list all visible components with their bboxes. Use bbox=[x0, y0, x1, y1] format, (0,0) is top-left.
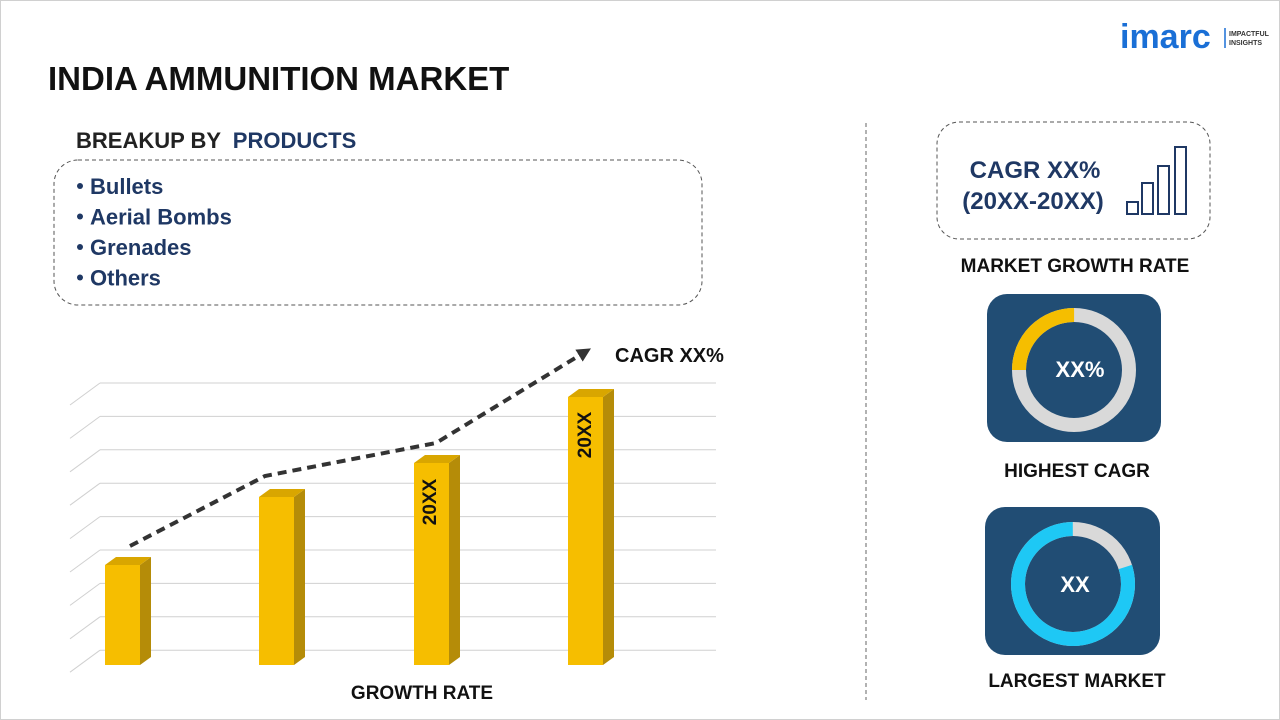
logo: imarc IMPACTFUL INSIGHTS bbox=[1120, 18, 1270, 56]
breakup-box bbox=[53, 159, 703, 306]
breakup-item: Grenades bbox=[90, 235, 192, 260]
bar-top bbox=[568, 389, 614, 397]
bar-side bbox=[603, 389, 614, 665]
donut-segment bbox=[1012, 308, 1136, 432]
grid-line bbox=[69, 516, 101, 540]
bar-front bbox=[259, 497, 294, 665]
bar-side bbox=[294, 489, 305, 665]
market-caption: LARGEST MARKET bbox=[988, 671, 1166, 692]
breakup-item: Bullets bbox=[90, 174, 163, 199]
donut-segment bbox=[1011, 522, 1135, 646]
breakup-item: Aerial Bombs bbox=[90, 205, 232, 230]
icon-bar bbox=[1174, 146, 1187, 215]
bar-front bbox=[105, 565, 140, 665]
bar-label: 20XX bbox=[420, 478, 441, 525]
growth-cagr: CAGR XX% bbox=[970, 157, 1101, 184]
bar-front bbox=[414, 463, 449, 665]
grid-line bbox=[69, 549, 101, 573]
bullet bbox=[77, 244, 83, 250]
breakup-heading: BREAKUP BY PRODUCTS bbox=[76, 128, 356, 153]
bar-top bbox=[105, 557, 151, 565]
breakup-list: Bullets Aerial Bombs Grenades Others bbox=[77, 174, 232, 291]
cagr-value: XX% bbox=[1056, 357, 1105, 382]
icon-bar bbox=[1141, 182, 1154, 215]
bar-label: 20XX bbox=[575, 411, 596, 458]
bar-top bbox=[414, 455, 460, 463]
heading-prefix: BREAKUP BY bbox=[76, 128, 221, 153]
bar-top bbox=[259, 489, 305, 497]
trend-arrow bbox=[129, 348, 591, 548]
bar-front bbox=[568, 397, 603, 665]
icon-bar bbox=[1157, 165, 1170, 215]
heading-highlight: PRODUCTS bbox=[233, 128, 356, 153]
cagr-label: CAGR XX% bbox=[615, 345, 724, 367]
breakup-item: Others bbox=[90, 266, 161, 291]
grid-line bbox=[69, 582, 101, 606]
grid-line bbox=[69, 415, 101, 439]
grid-line bbox=[69, 449, 101, 473]
title: INDIA AMMUNITION MARKET bbox=[48, 60, 509, 97]
cagr-caption: HIGHEST CAGR bbox=[1004, 461, 1150, 482]
brand-tagline: IMPACTFUL bbox=[1229, 31, 1270, 38]
chart-bars bbox=[105, 389, 614, 665]
axis-label: GROWTH RATE bbox=[351, 683, 493, 704]
brand-name: imarc bbox=[1120, 18, 1211, 56]
bar-side bbox=[449, 455, 460, 665]
bullet bbox=[77, 213, 83, 220]
market-value: XX bbox=[1060, 572, 1090, 597]
bullet bbox=[77, 274, 83, 281]
bullet bbox=[77, 183, 83, 189]
grid-line bbox=[69, 649, 101, 673]
growth-icon bbox=[1126, 146, 1187, 215]
grid-line bbox=[69, 616, 101, 640]
grid-line bbox=[69, 382, 101, 406]
icon-bar bbox=[1126, 201, 1139, 215]
brand-tagline: INSIGHTS bbox=[1229, 40, 1262, 47]
growth-period: (20XX-20XX) bbox=[962, 188, 1103, 215]
bar-side bbox=[140, 557, 151, 665]
growth-caption: MARKET GROWTH RATE bbox=[961, 256, 1190, 277]
growth-box bbox=[936, 121, 1211, 240]
grid-line bbox=[69, 482, 101, 506]
